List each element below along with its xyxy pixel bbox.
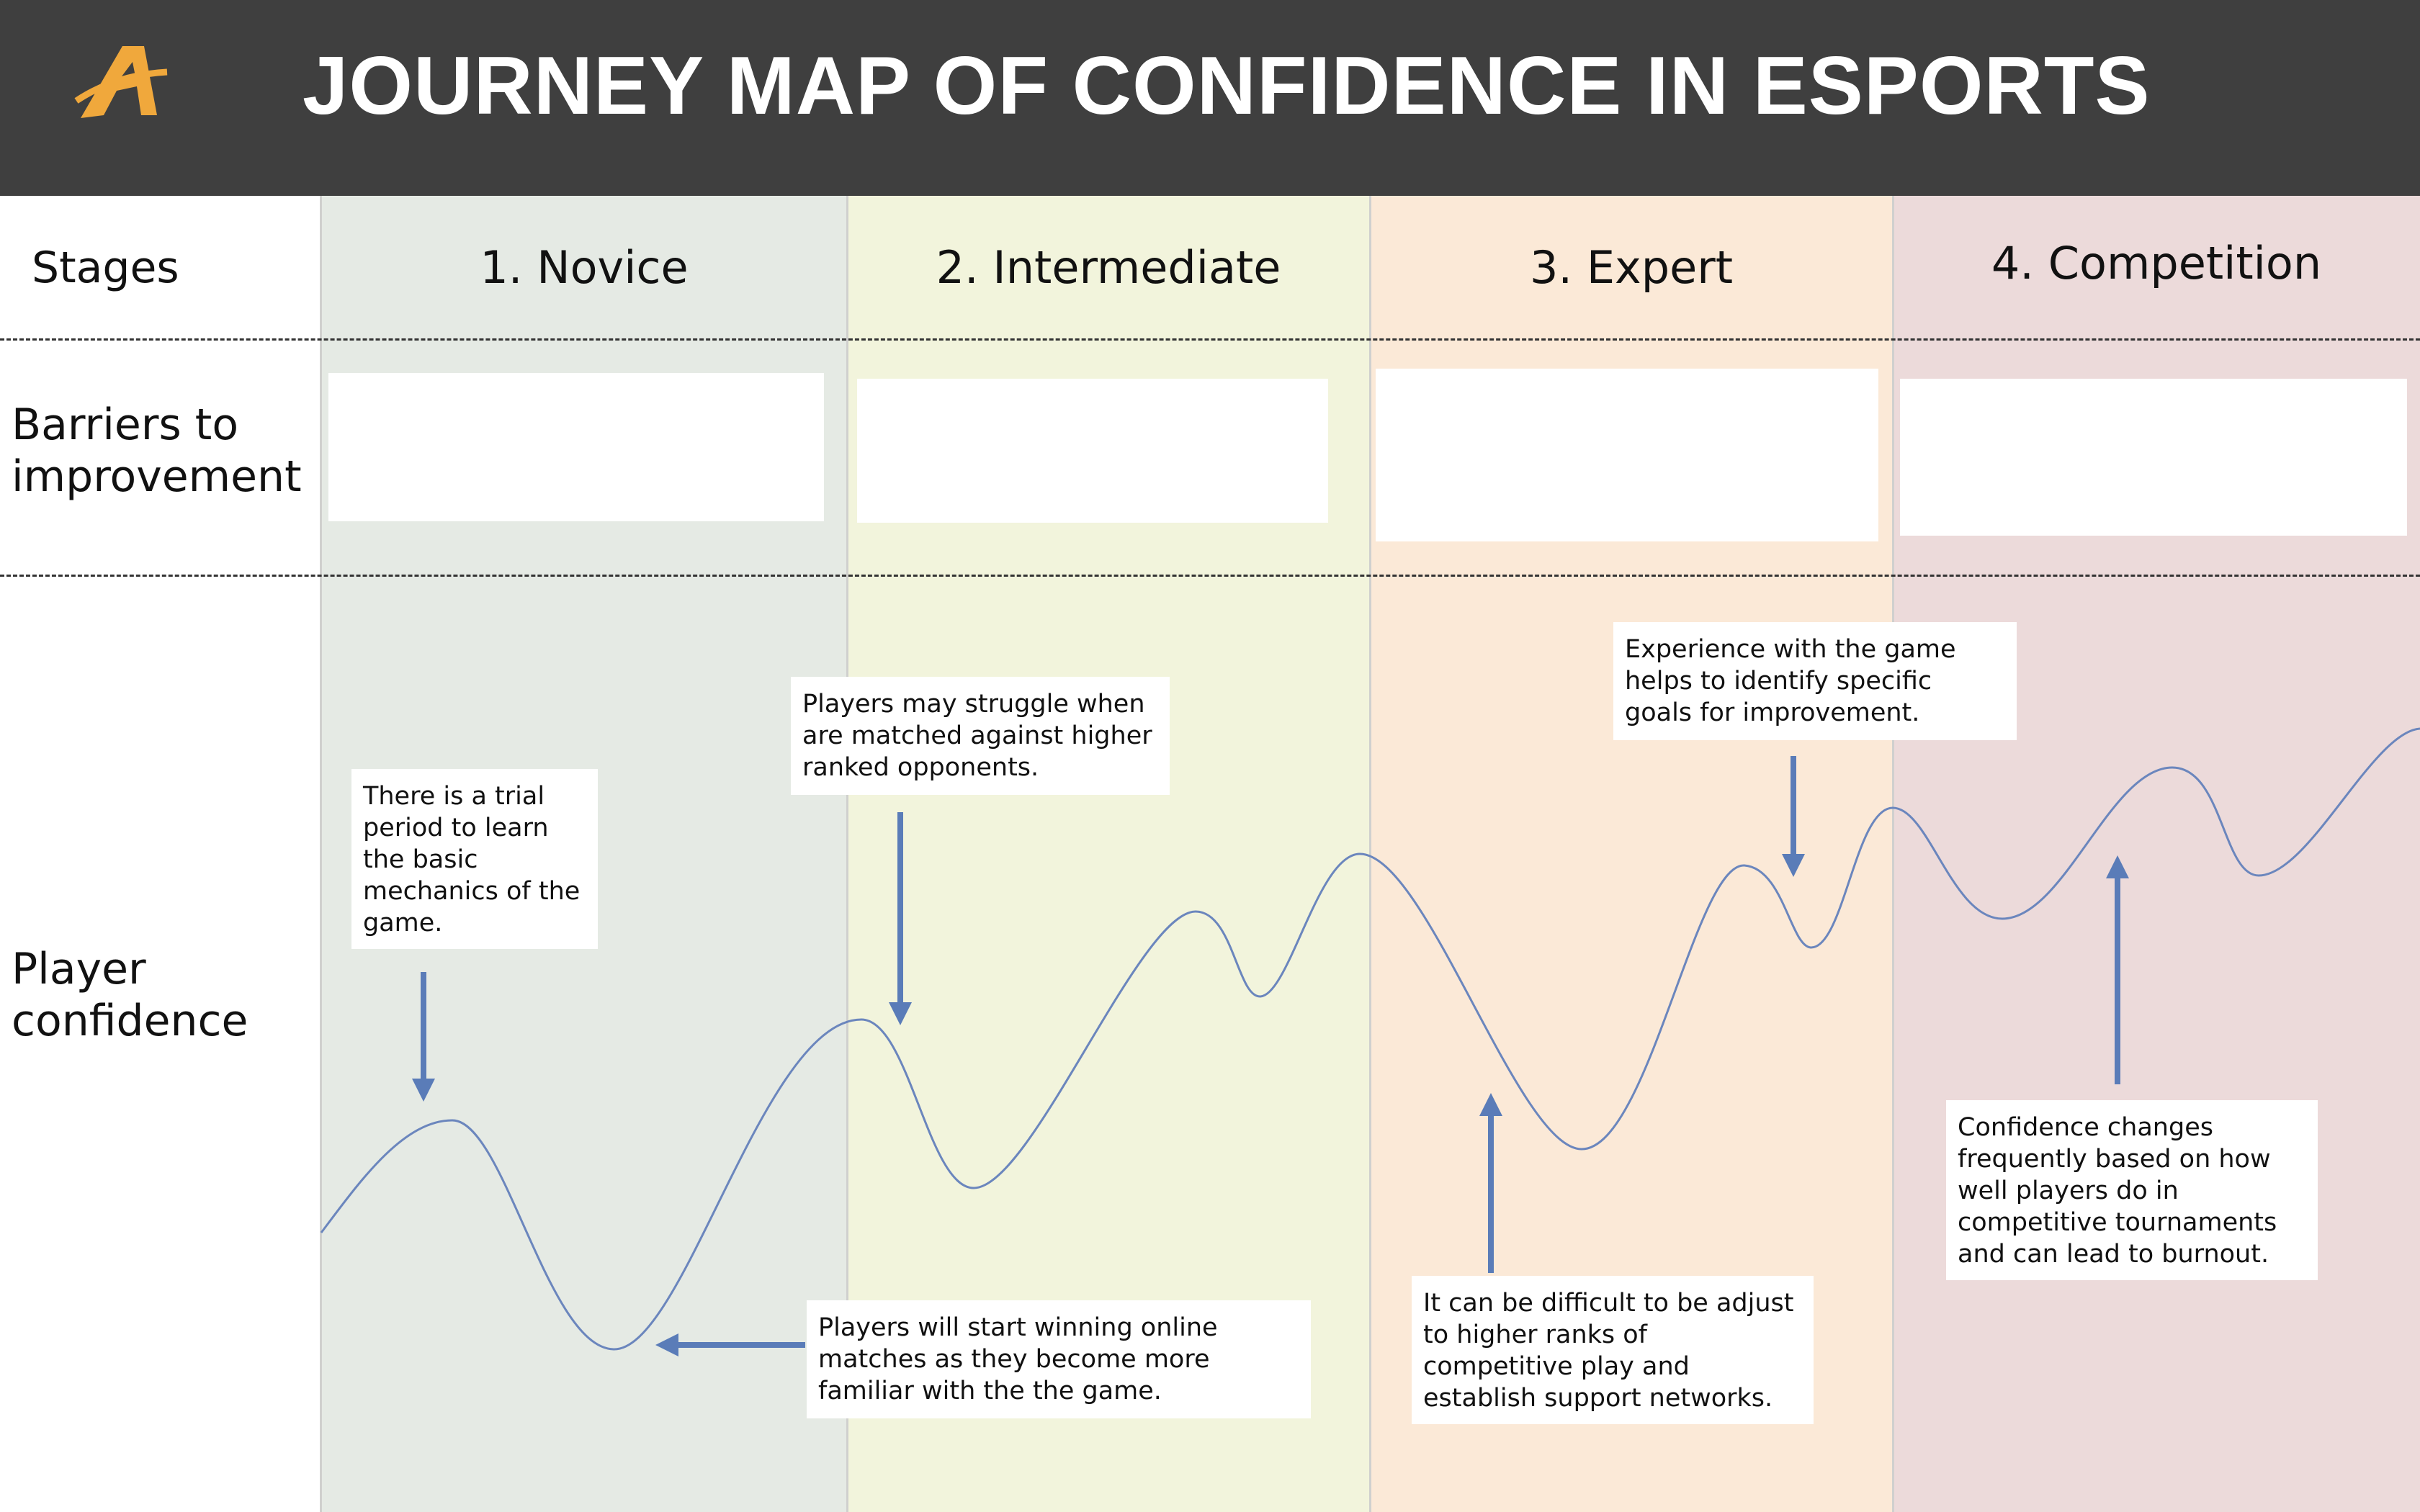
barrier-box-competition[interactable]	[1900, 379, 2407, 536]
stage-divider	[1369, 196, 1371, 1512]
row-label-barriers-line2: improvement	[12, 451, 302, 502]
row-label-barriers: Barriers to improvement	[12, 399, 302, 503]
stage-label-intermediate: 2. Intermediate	[936, 241, 1281, 294]
callout-trial: There is a trial period to learn the bas…	[351, 769, 598, 949]
barrier-box-intermediate[interactable]	[857, 379, 1328, 523]
stage-divider	[1892, 196, 1894, 1512]
row-label-confidence: Player confidence	[12, 943, 248, 1047]
callout-struggle: Players may struggle when are matched ag…	[791, 677, 1170, 795]
header-bar: JOURNEY MAP OF CONFIDENCE IN ESPORTS	[0, 0, 2420, 196]
stage-divider	[846, 196, 848, 1512]
row-separator-barriers	[0, 575, 2420, 577]
callout-experience: Experience with the game helps to identi…	[1613, 622, 2017, 740]
stage-divider	[320, 196, 322, 1512]
callout-burnout: Confidence changes frequently based on h…	[1946, 1100, 2318, 1280]
barrier-box-expert[interactable]	[1376, 369, 1878, 541]
callout-winning: Players will start winning online matche…	[807, 1300, 1311, 1418]
row-label-confidence-line1: Player	[12, 944, 146, 994]
stage-label-novice: 1. Novice	[480, 241, 689, 294]
row-label-barriers-line1: Barriers to	[12, 400, 239, 450]
row-label-confidence-line2: confidence	[12, 996, 248, 1046]
row-separator-stages	[0, 338, 2420, 341]
page-title: JOURNEY MAP OF CONFIDENCE IN ESPORTS	[302, 40, 2151, 132]
barrier-box-novice[interactable]	[328, 373, 824, 521]
stage-label-competition: 4. Competition	[1991, 237, 2322, 289]
logo-icon	[74, 46, 168, 118]
stage-label-expert: 3. Expert	[1529, 241, 1734, 294]
callout-difficult: It can be difficult to be adjust to high…	[1412, 1276, 1814, 1424]
row-label-stages: Stages	[32, 243, 179, 293]
confidence-curve	[320, 727, 2420, 1351]
